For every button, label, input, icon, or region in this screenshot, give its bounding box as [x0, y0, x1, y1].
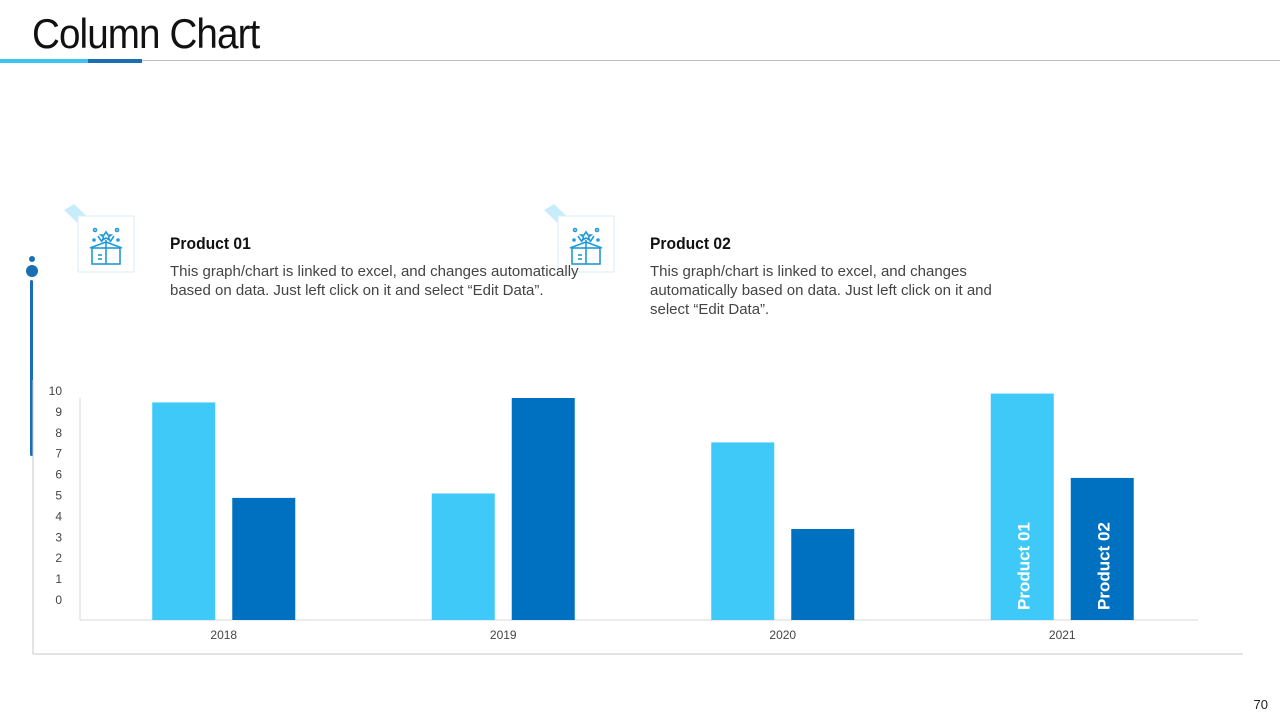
bar-product-02-2019	[511, 398, 575, 620]
side-decoration-dot-large	[26, 265, 38, 277]
chart-canvas: 0 1 2 3 4 5 6 7 8 9 10 2018 2019 2020 2021 Product 01 Pr…	[32, 380, 1243, 655]
product-02-icon-tile	[540, 202, 620, 282]
bar-product-01-2020	[711, 442, 775, 620]
x-tick-label: 2019	[490, 628, 517, 642]
x-tick-label: 2020	[769, 628, 796, 642]
y-tick-label: 8	[55, 426, 62, 440]
product-01-info: Product 01 This graph/chart is linked to…	[170, 234, 590, 300]
bar-product-02-2020	[791, 528, 855, 620]
gift-box-icon	[544, 204, 615, 273]
bar-product-01-2018	[152, 402, 216, 620]
y-tick-label: 4	[55, 509, 62, 523]
product-01-icon-tile	[60, 202, 140, 282]
series-label-product-02: Product 02	[1094, 522, 1113, 610]
y-tick-label: 6	[55, 468, 62, 482]
product-02-info: Product 02 This graph/chart is linked to…	[650, 234, 1022, 319]
bar-product-02-2021	[1070, 477, 1134, 620]
y-tick-label: 2	[55, 551, 62, 565]
page-number: 70	[1253, 697, 1268, 712]
product-02-description: This graph/chart is linked to excel, and…	[650, 263, 992, 318]
bar-product-01-2019	[431, 493, 495, 620]
title-accent-light	[0, 59, 88, 63]
x-tick-label: 2021	[1049, 628, 1076, 642]
product-01-title: Product 01	[170, 234, 251, 253]
y-tick-label: 10	[49, 384, 63, 398]
gift-box-icon	[64, 204, 135, 273]
y-tick-label: 9	[55, 405, 62, 419]
bar-product-02-2018	[232, 497, 296, 620]
column-chart: 0 1 2 3 4 5 6 7 8 9 10 2018 2019 2020 2021 Product 01 Pr…	[0, 380, 1280, 680]
title-divider	[0, 60, 1280, 61]
page-title: Column Chart	[32, 10, 260, 57]
y-tick-label: 1	[55, 572, 62, 586]
title-accent-dark	[88, 59, 142, 63]
product-02-title: Product 02	[650, 234, 731, 253]
bar-product-01-2021	[990, 393, 1054, 620]
y-tick-label: 5	[55, 489, 62, 503]
y-tick-label: 0	[55, 593, 62, 607]
y-tick-label: 3	[55, 530, 62, 544]
side-decoration-dot-small	[29, 256, 35, 262]
series-label-product-01: Product 01	[1014, 522, 1033, 610]
product-01-description: This graph/chart is linked to excel, and…	[170, 263, 579, 299]
side-decoration-line	[30, 280, 33, 456]
x-tick-label: 2018	[210, 628, 237, 642]
y-tick-label: 7	[55, 447, 62, 461]
